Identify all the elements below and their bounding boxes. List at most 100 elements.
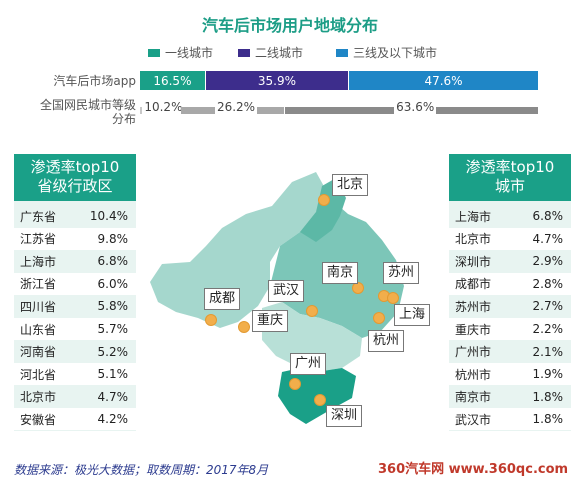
city-row-value: 2.1% [532, 344, 564, 359]
province-row-value: 10.4% [89, 209, 128, 223]
city-label: 北京 [332, 174, 369, 196]
city-label: 成都 [204, 288, 241, 310]
city-row: 广州市 2.1% [449, 341, 571, 363]
city-panel-title-1: 渗透率top10 [465, 158, 555, 176]
city-row: 重庆市 2.2% [449, 318, 571, 340]
row-label-national-line2: 分布 [111, 112, 136, 126]
city-row: 武汉市 1.8% [449, 408, 571, 431]
province-panel-title-1: 渗透率top10 [30, 158, 120, 176]
city-panel-header: 渗透率top10 城市 [449, 154, 571, 201]
city-row-name: 广州市 [455, 345, 492, 360]
province-row: 广东省 10.4% [14, 205, 136, 227]
city-row: 成都市 2.8% [449, 272, 571, 295]
legend-swatch-tier3 [336, 48, 348, 57]
province-row-name: 上海市 [20, 254, 57, 269]
province-row-name: 江苏省 [20, 232, 57, 247]
province-row-value: 5.1% [97, 367, 129, 382]
city-marker [238, 321, 250, 333]
city-row-value: 1.8% [532, 412, 564, 427]
province-row: 浙江省 6.0% [14, 272, 136, 295]
city-marker [314, 394, 326, 406]
city-row-value: 2.8% [532, 276, 564, 291]
city-row-value: 2.2% [532, 322, 564, 336]
province-panel-header: 渗透率top10 省级行政区 [14, 154, 136, 201]
province-row: 北京市 4.7% [14, 386, 136, 408]
city-marker [318, 194, 330, 206]
legend: 一线城市 二线城市 三线及以下城市 [0, 44, 580, 62]
bar-label-national-2: 26.2% [214, 100, 258, 114]
province-row: 安徽省 4.2% [14, 408, 136, 431]
bar-segment-1: 16.5% [140, 71, 205, 90]
city-marker [387, 292, 399, 304]
city-panel: 渗透率top10 城市 上海市 6.8% 北京市 4.7% 深圳市 2.9% 成都市 2.8%… [449, 154, 571, 431]
province-row: 河北省 5.1% [14, 363, 136, 386]
province-row-name: 安徽省 [20, 412, 57, 427]
city-label: 上海 [394, 304, 431, 326]
legend-label-tier2: 二线城市 [255, 46, 304, 60]
city-label: 南京 [322, 262, 359, 284]
province-row-name: 河北省 [20, 367, 57, 382]
source-note: 数据来源：极光大数据；取数周期：2017年8月 [14, 463, 269, 477]
city-label: 重庆 [252, 310, 289, 332]
province-row-name: 浙江省 [20, 277, 57, 292]
province-row: 河南省 5.2% [14, 341, 136, 363]
province-row-value: 4.2% [97, 412, 129, 427]
city-marker [289, 378, 301, 390]
city-row-value: 1.9% [532, 367, 564, 382]
city-marker [373, 312, 385, 324]
city-row-value: 6.8% [532, 209, 564, 223]
city-row-name: 重庆市 [455, 322, 492, 337]
province-row-value: 5.7% [97, 322, 129, 336]
legend-item-tier1: 一线城市 [148, 44, 213, 61]
legend-label-tier3: 三线及以下城市 [353, 46, 438, 60]
chart-title: 汽车后市场用户地域分布 [201, 16, 378, 35]
city-row-value: 2.9% [532, 254, 564, 269]
city-label: 杭州 [368, 330, 405, 352]
province-row-value: 5.8% [97, 299, 129, 314]
province-row-value: 5.2% [97, 344, 129, 359]
city-panel-title-2: 城市 [494, 177, 525, 195]
province-row-name: 广东省 [20, 209, 57, 224]
province-row-name: 北京市 [20, 390, 57, 405]
city-row-name: 上海市 [455, 209, 492, 224]
province-row-value: 6.8% [97, 254, 129, 269]
map-shape-west [150, 172, 326, 328]
city-row: 北京市 4.7% [449, 227, 571, 250]
city-row-name: 苏州市 [455, 299, 492, 314]
city-row-name: 成都市 [455, 277, 492, 292]
row-label-app: 汽车后市场app [53, 74, 136, 88]
bar-segment-2: 35.9% [205, 71, 349, 90]
province-row: 山东省 5.7% [14, 318, 136, 340]
city-marker [205, 314, 217, 326]
city-row-name: 深圳市 [455, 254, 492, 269]
bar-label-national-3: 63.6% [394, 100, 437, 114]
city-row: 上海市 6.8% [449, 205, 571, 227]
province-panel-title-2: 省级行政区 [37, 177, 113, 195]
city-marker [306, 305, 318, 317]
province-panel: 渗透率top10 省级行政区 广东省 10.4% 江苏省 9.8% 上海市 6.8% 浙江省… [14, 154, 136, 431]
row-label-national-line1: 全国网民城市等级 [39, 98, 136, 112]
city-label: 深圳 [326, 405, 363, 427]
city-row: 深圳市 2.9% [449, 250, 571, 272]
province-row-name: 河南省 [20, 345, 57, 360]
bar-segment-3: 47.6% [349, 71, 538, 90]
city-label: 武汉 [268, 280, 305, 302]
bar-label-national-1: 10.2% [142, 100, 185, 114]
province-row-value: 9.8% [97, 231, 129, 246]
legend-swatch-tier2 [238, 48, 250, 57]
legend-item-tier2: 二线城市 [238, 44, 303, 61]
city-row-name: 武汉市 [455, 412, 492, 427]
city-row-name: 南京市 [455, 390, 492, 405]
city-row-name: 北京市 [455, 232, 492, 247]
city-row: 苏州市 2.7% [449, 295, 571, 317]
legend-label-tier1: 一线城市 [165, 46, 214, 60]
province-row-value: 6.0% [97, 276, 129, 291]
legend-swatch-tier1 [148, 48, 160, 57]
province-row-name: 四川省 [20, 299, 57, 314]
province-row: 上海市 6.8% [14, 250, 136, 272]
province-row-value: 4.7% [97, 389, 129, 404]
legend-item-tier3: 三线及以下城市 [336, 44, 437, 61]
city-row-value: 1.8% [532, 389, 564, 404]
province-row-name: 山东省 [20, 322, 57, 337]
city-row-value: 4.7% [532, 231, 564, 246]
